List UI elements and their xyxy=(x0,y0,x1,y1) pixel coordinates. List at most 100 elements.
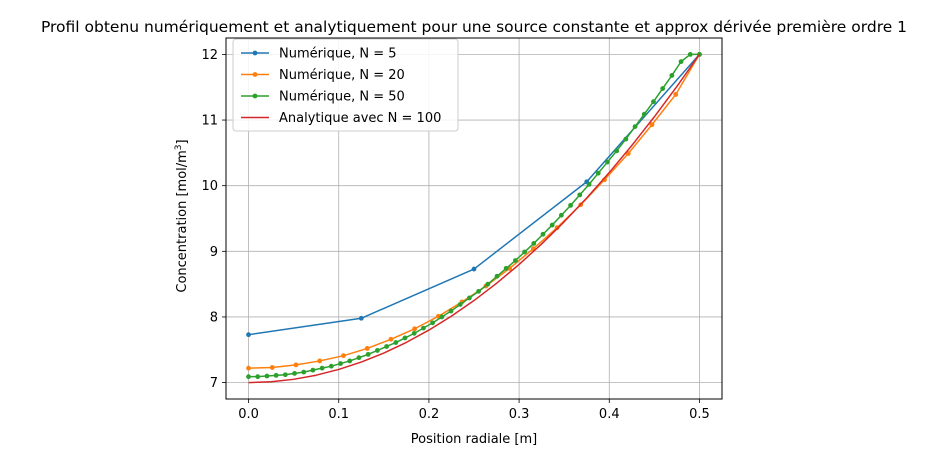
data-point xyxy=(264,373,270,379)
legend-item: Numérique, N = 20 xyxy=(241,68,405,83)
data-point xyxy=(540,231,546,237)
data-point xyxy=(586,181,592,187)
data-point xyxy=(605,159,610,165)
x-tick-label: 0.4 xyxy=(599,407,620,422)
data-point xyxy=(430,320,436,326)
series-4 xyxy=(248,53,701,384)
legend-label: Numérique, N = 50 xyxy=(279,90,405,105)
data-point xyxy=(411,330,417,336)
data-point xyxy=(632,124,638,130)
data-point xyxy=(338,361,343,366)
legend-label: Numérique, N = 5 xyxy=(279,47,397,62)
data-point xyxy=(246,374,251,380)
data-point xyxy=(678,59,684,65)
y-tick-label: 12 xyxy=(201,48,218,63)
data-point xyxy=(341,353,346,359)
data-point xyxy=(494,273,500,279)
data-point xyxy=(471,266,477,272)
y-axis-label-main: Concentration [mol/m xyxy=(175,150,190,292)
y-axis-label-superscript: 3 xyxy=(174,144,184,150)
data-point xyxy=(687,52,693,57)
data-point xyxy=(467,295,472,301)
data-point xyxy=(412,326,418,332)
data-point xyxy=(364,346,370,351)
data-point xyxy=(457,302,463,307)
data-point xyxy=(301,369,307,375)
x-axis-label: Position radiale [m] xyxy=(411,432,537,447)
legend-marker xyxy=(252,50,258,56)
data-point xyxy=(393,340,399,345)
legend-box xyxy=(232,38,459,132)
legend-item: Numérique, N = 5 xyxy=(241,47,397,62)
data-point xyxy=(669,73,675,78)
x-tick-label: 0.2 xyxy=(419,407,440,422)
data-point xyxy=(595,170,601,176)
data-point xyxy=(246,332,251,338)
data-point xyxy=(649,122,655,128)
data-point xyxy=(269,365,275,370)
legend-marker xyxy=(252,93,258,99)
data-point xyxy=(448,308,454,314)
data-point xyxy=(554,225,560,231)
plot-frame xyxy=(225,37,723,400)
y-tick-label: 8 xyxy=(210,310,218,325)
data-point xyxy=(577,192,583,198)
data-point xyxy=(402,335,408,341)
series-3 xyxy=(246,52,702,380)
data-point xyxy=(641,111,647,117)
data-point xyxy=(512,258,518,263)
data-point xyxy=(623,136,629,142)
data-point xyxy=(421,325,426,331)
data-point xyxy=(651,99,656,105)
data-point xyxy=(282,372,288,378)
data-point xyxy=(439,314,445,320)
y-tick-label: 7 xyxy=(210,376,218,391)
y-axis-label: Concentration [mol/m3] xyxy=(174,139,190,292)
y-axis: 7 8 9 10 11 12 xyxy=(201,48,226,391)
data-point xyxy=(476,288,481,294)
y-axis-label-close: ] xyxy=(175,139,190,144)
legend-label: Analytique avec N = 100 xyxy=(279,111,441,126)
data-point xyxy=(503,265,509,271)
data-point xyxy=(310,367,316,373)
data-point xyxy=(246,365,251,371)
x-tick-label: 0.5 xyxy=(689,407,710,422)
data-point xyxy=(319,365,325,371)
plot-area xyxy=(225,37,723,400)
data-point xyxy=(358,315,364,321)
x-tick-label: 0.1 xyxy=(328,407,349,422)
data-point xyxy=(365,351,371,357)
data-point xyxy=(522,249,527,255)
data-point xyxy=(328,363,334,369)
data-point xyxy=(568,202,573,208)
y-tick-label: 11 xyxy=(201,114,218,129)
chart-title: Profil obtenu numériquement et analytiqu… xyxy=(41,18,907,36)
legend-item: Analytique avec N = 100 xyxy=(241,111,441,126)
y-tick-label: 10 xyxy=(201,179,218,194)
legend-marker xyxy=(252,72,258,77)
series-layer xyxy=(246,52,702,384)
data-point xyxy=(292,371,297,376)
data-point xyxy=(673,92,679,97)
data-point xyxy=(347,358,353,364)
data-point xyxy=(293,362,299,368)
data-point xyxy=(485,281,491,287)
data-point xyxy=(388,336,394,342)
data-point xyxy=(356,355,362,361)
data-point xyxy=(614,148,620,154)
data-point xyxy=(273,372,279,378)
data-point xyxy=(625,151,631,156)
x-axis: 0.0 0.1 0.2 0.3 0.4 0.5 xyxy=(238,399,710,422)
series-line xyxy=(248,53,701,384)
data-point xyxy=(317,358,323,364)
legend-label: Numérique, N = 20 xyxy=(279,68,405,83)
data-point xyxy=(384,344,390,349)
x-tick-label: 0.0 xyxy=(238,407,259,422)
y-tick-label: 9 xyxy=(210,245,218,260)
data-point xyxy=(255,374,261,380)
x-tick-label: 0.3 xyxy=(509,407,530,422)
legend-item: Numérique, N = 50 xyxy=(241,90,405,105)
data-point xyxy=(375,348,380,353)
legend: Numérique, N = 5 Numérique, N = 20 Numériq… xyxy=(232,38,459,132)
